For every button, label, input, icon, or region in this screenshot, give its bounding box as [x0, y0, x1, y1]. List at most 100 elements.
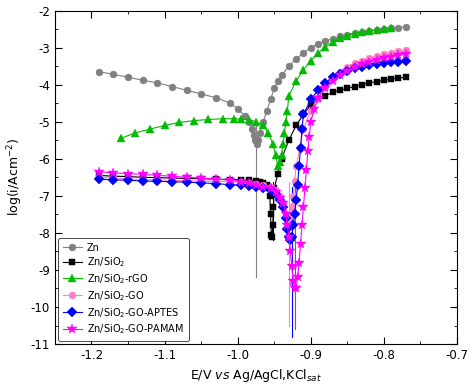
Zn/SiO$_2$-GO-APTES: [359, 64, 365, 69]
Zn/SiO$_2$-GO-PAMAM: [311, 106, 317, 111]
Zn/SiO$_2$: [272, 186, 277, 191]
Zn/SiO$_2$-GO-APTES: [308, 97, 314, 102]
Zn/SiO$_2$-rGO: [388, 26, 394, 31]
Zn/SiO$_2$-GO: [260, 183, 266, 187]
Zn/SiO$_2$-GO-PAMAM: [291, 279, 296, 284]
Zn: [252, 138, 258, 143]
Zn/SiO$_2$-rGO: [352, 31, 357, 36]
Zn/SiO$_2$-GO-APTES: [213, 181, 219, 186]
Zn: [251, 132, 256, 137]
Zn/SiO$_2$-rGO: [273, 153, 279, 158]
Zn/SiO$_2$-GO-APTES: [96, 177, 101, 181]
Zn/SiO$_2$-GO-PAMAM: [295, 275, 301, 280]
Zn/SiO$_2$-rGO: [286, 94, 292, 98]
Zn: [279, 73, 284, 78]
Zn/SiO$_2$-GO: [140, 177, 146, 182]
Zn/SiO$_2$-GO-APTES: [155, 179, 160, 184]
Zn/SiO$_2$-rGO: [337, 36, 343, 41]
Zn/SiO$_2$-GO-PAMAM: [280, 201, 286, 206]
Zn/SiO$_2$-GO-APTES: [277, 197, 283, 202]
Zn/SiO$_2$: [315, 97, 321, 102]
Zn/SiO$_2$-GO: [359, 58, 365, 63]
Zn/SiO$_2$: [345, 86, 350, 91]
Zn/SiO$_2$-GO-PAMAM: [298, 242, 303, 246]
Zn/SiO$_2$-GO-APTES: [291, 223, 296, 228]
Zn/SiO$_2$-GO-PAMAM: [345, 68, 350, 73]
Zn/SiO$_2$-GO-PAMAM: [374, 57, 379, 62]
Zn/SiO$_2$-GO: [330, 76, 336, 80]
Zn: [315, 42, 321, 46]
Zn: [254, 142, 260, 146]
Zn/SiO$_2$: [265, 186, 271, 191]
Zn/SiO$_2$-GO: [293, 164, 299, 168]
Zn: [403, 25, 409, 29]
Zn/SiO$_2$-rGO: [345, 34, 350, 38]
Zn/SiO$_2$-GO-APTES: [125, 178, 131, 183]
Zn/SiO$_2$-GO-APTES: [260, 186, 266, 191]
Zn/SiO$_2$-GO: [183, 178, 189, 183]
Zn/SiO$_2$-rGO: [322, 44, 328, 49]
Zn/SiO$_2$-GO-PAMAM: [287, 249, 293, 254]
Zn: [337, 34, 343, 39]
Zn/SiO$_2$-GO-APTES: [301, 112, 306, 117]
Zn/SiO$_2$: [381, 78, 387, 83]
Zn/SiO$_2$-GO-APTES: [286, 234, 292, 239]
Zn/SiO$_2$-GO-APTES: [289, 234, 295, 239]
Zn: [169, 84, 175, 89]
Zn/SiO$_2$-GO-APTES: [284, 227, 290, 232]
Zn: [330, 36, 336, 41]
Zn: [235, 106, 240, 111]
Zn/SiO$_2$-rGO: [381, 27, 387, 32]
Zn/SiO$_2$: [352, 84, 357, 89]
Zn: [275, 79, 281, 83]
Zn: [374, 27, 379, 32]
Zn/SiO$_2$-GO-APTES: [268, 188, 273, 193]
Zn/SiO$_2$-GO-PAMAM: [315, 95, 321, 100]
Zn: [228, 101, 233, 106]
Zn: [388, 26, 394, 31]
Zn/SiO$_2$-rGO: [282, 131, 287, 135]
Zn/SiO$_2$-GO-APTES: [374, 62, 379, 66]
Zn/SiO$_2$: [293, 123, 299, 128]
Zn/SiO$_2$-GO-PAMAM: [359, 62, 365, 66]
Zn/SiO$_2$: [268, 232, 274, 237]
Zn/SiO$_2$-rGO: [359, 30, 365, 34]
Zn/SiO$_2$-GO-APTES: [280, 205, 286, 209]
Line: Zn/SiO$_2$-GO-APTES: Zn/SiO$_2$-GO-APTES: [95, 57, 409, 244]
Zn/SiO$_2$: [271, 205, 276, 209]
Zn/SiO$_2$-rGO: [191, 118, 197, 123]
Zn/SiO$_2$-GO-PAMAM: [260, 184, 266, 189]
Zn: [268, 97, 273, 102]
Legend: Zn, Zn/SiO$_2$, Zn/SiO$_2$-rGO, Zn/SiO$_2$-GO, Zn/SiO$_2$-GO-APTES, Zn/SiO$_2$-G: Zn, Zn/SiO$_2$, Zn/SiO$_2$-rGO, Zn/SiO$_…: [58, 238, 189, 341]
Zn/SiO$_2$-GO: [297, 145, 302, 150]
Zn/SiO$_2$-rGO: [231, 116, 237, 121]
Zn/SiO$_2$-rGO: [366, 28, 372, 33]
Zn/SiO$_2$-GO-PAMAM: [396, 53, 401, 58]
Zn: [381, 27, 387, 32]
Zn/SiO$_2$-GO-PAMAM: [110, 170, 116, 175]
Zn/SiO$_2$-GO-PAMAM: [198, 176, 204, 180]
Zn: [308, 45, 314, 50]
Zn/SiO$_2$-GO-APTES: [238, 183, 244, 188]
Zn/SiO$_2$-GO-APTES: [253, 184, 259, 189]
Zn/SiO$_2$: [198, 176, 204, 181]
Zn/SiO$_2$-GO-APTES: [198, 181, 204, 185]
Zn/SiO$_2$-GO-PAMAM: [253, 183, 259, 187]
Zn: [359, 29, 365, 34]
Zn/SiO$_2$: [279, 156, 284, 161]
Zn/SiO$_2$-GO-PAMAM: [366, 59, 372, 64]
Zn/SiO$_2$-rGO: [270, 142, 275, 146]
Zn/SiO$_2$-GO: [388, 50, 394, 55]
Zn/SiO$_2$-GO: [280, 201, 286, 206]
Zn/SiO$_2$: [396, 76, 401, 80]
Zn/SiO$_2$: [322, 94, 328, 98]
Zn/SiO$_2$-GO-PAMAM: [277, 195, 283, 200]
Zn/SiO$_2$-GO-APTES: [295, 183, 301, 187]
Zn/SiO$_2$-GO-PAMAM: [273, 190, 279, 195]
Zn/SiO$_2$: [301, 112, 306, 117]
Zn/SiO$_2$-GO: [284, 218, 290, 222]
Zn/SiO$_2$-GO-PAMAM: [301, 205, 306, 209]
X-axis label: E/V $vs$ Ag/AgCl,KCl$_{sat}$: E/V $vs$ Ag/AgCl,KCl$_{sat}$: [190, 367, 322, 385]
Zn/SiO$_2$-GO: [396, 49, 401, 54]
Zn/SiO$_2$-GO-PAMAM: [305, 149, 310, 154]
